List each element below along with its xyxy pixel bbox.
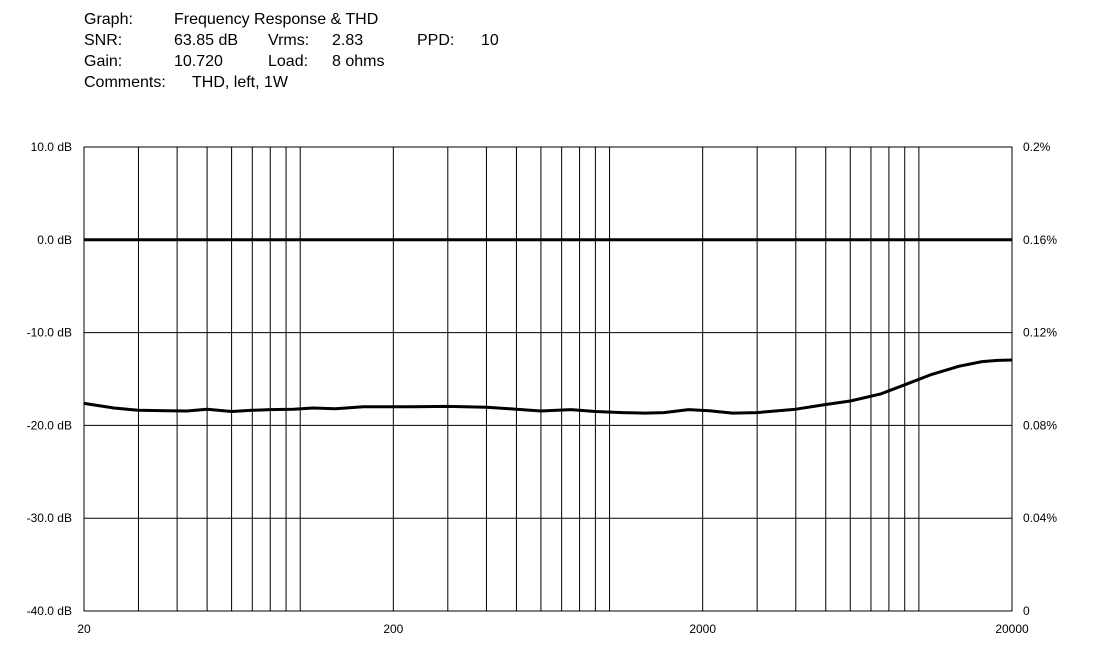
header-comments-label: Comments: — [84, 74, 166, 91]
y-right-tick-label: 0.08% — [1023, 418, 1057, 432]
x-tick-label: 200 — [383, 622, 403, 636]
header-comments-value: THD, left, 1W — [192, 74, 289, 91]
y-left-tick-label: -10.0 dB — [27, 326, 72, 340]
y-right-tick-label: 0.2% — [1023, 140, 1051, 154]
x-tick-label: 20 — [77, 622, 91, 636]
y-left-tick-label: -30.0 dB — [27, 511, 72, 525]
y-left-tick-label: 10.0 dB — [31, 140, 72, 154]
y-right-tick-label: 0.16% — [1023, 233, 1057, 247]
y-right-tick-label: 0.04% — [1023, 511, 1057, 525]
header-vrms-value: 2.83 — [332, 32, 364, 49]
header-ppd-value: 10 — [481, 32, 499, 49]
header-vrms-label: Vrms: — [268, 32, 310, 49]
header-snr-value: 63.85 dB — [174, 32, 239, 49]
series-thd-line — [83, 358, 1013, 415]
header-ppd-label: PPD: — [417, 32, 455, 49]
y-left-tick-label: -20.0 dB — [27, 418, 72, 432]
x-tick-label: 20000 — [995, 622, 1029, 636]
header-graph-value: Frequency Response & THD — [174, 11, 379, 28]
y-right-tick-label: 0.12% — [1023, 326, 1057, 340]
plot-frame — [83, 146, 1013, 612]
x-tick-label: 2000 — [689, 622, 716, 636]
header-gain-value: 10.720 — [174, 53, 223, 70]
y-left-tick-label: 0.0 dB — [37, 233, 72, 247]
y-right-tick-label: 0 — [1023, 604, 1030, 618]
header-gain-label: Gain: — [84, 53, 123, 70]
header-load-label: Load: — [268, 53, 309, 70]
y-left-tick-label: -40.0 dB — [27, 604, 72, 618]
header-load-value: 8 ohms — [332, 53, 385, 70]
header-graph-label: Graph: — [84, 11, 133, 28]
header-snr-label: SNR: — [84, 32, 123, 49]
